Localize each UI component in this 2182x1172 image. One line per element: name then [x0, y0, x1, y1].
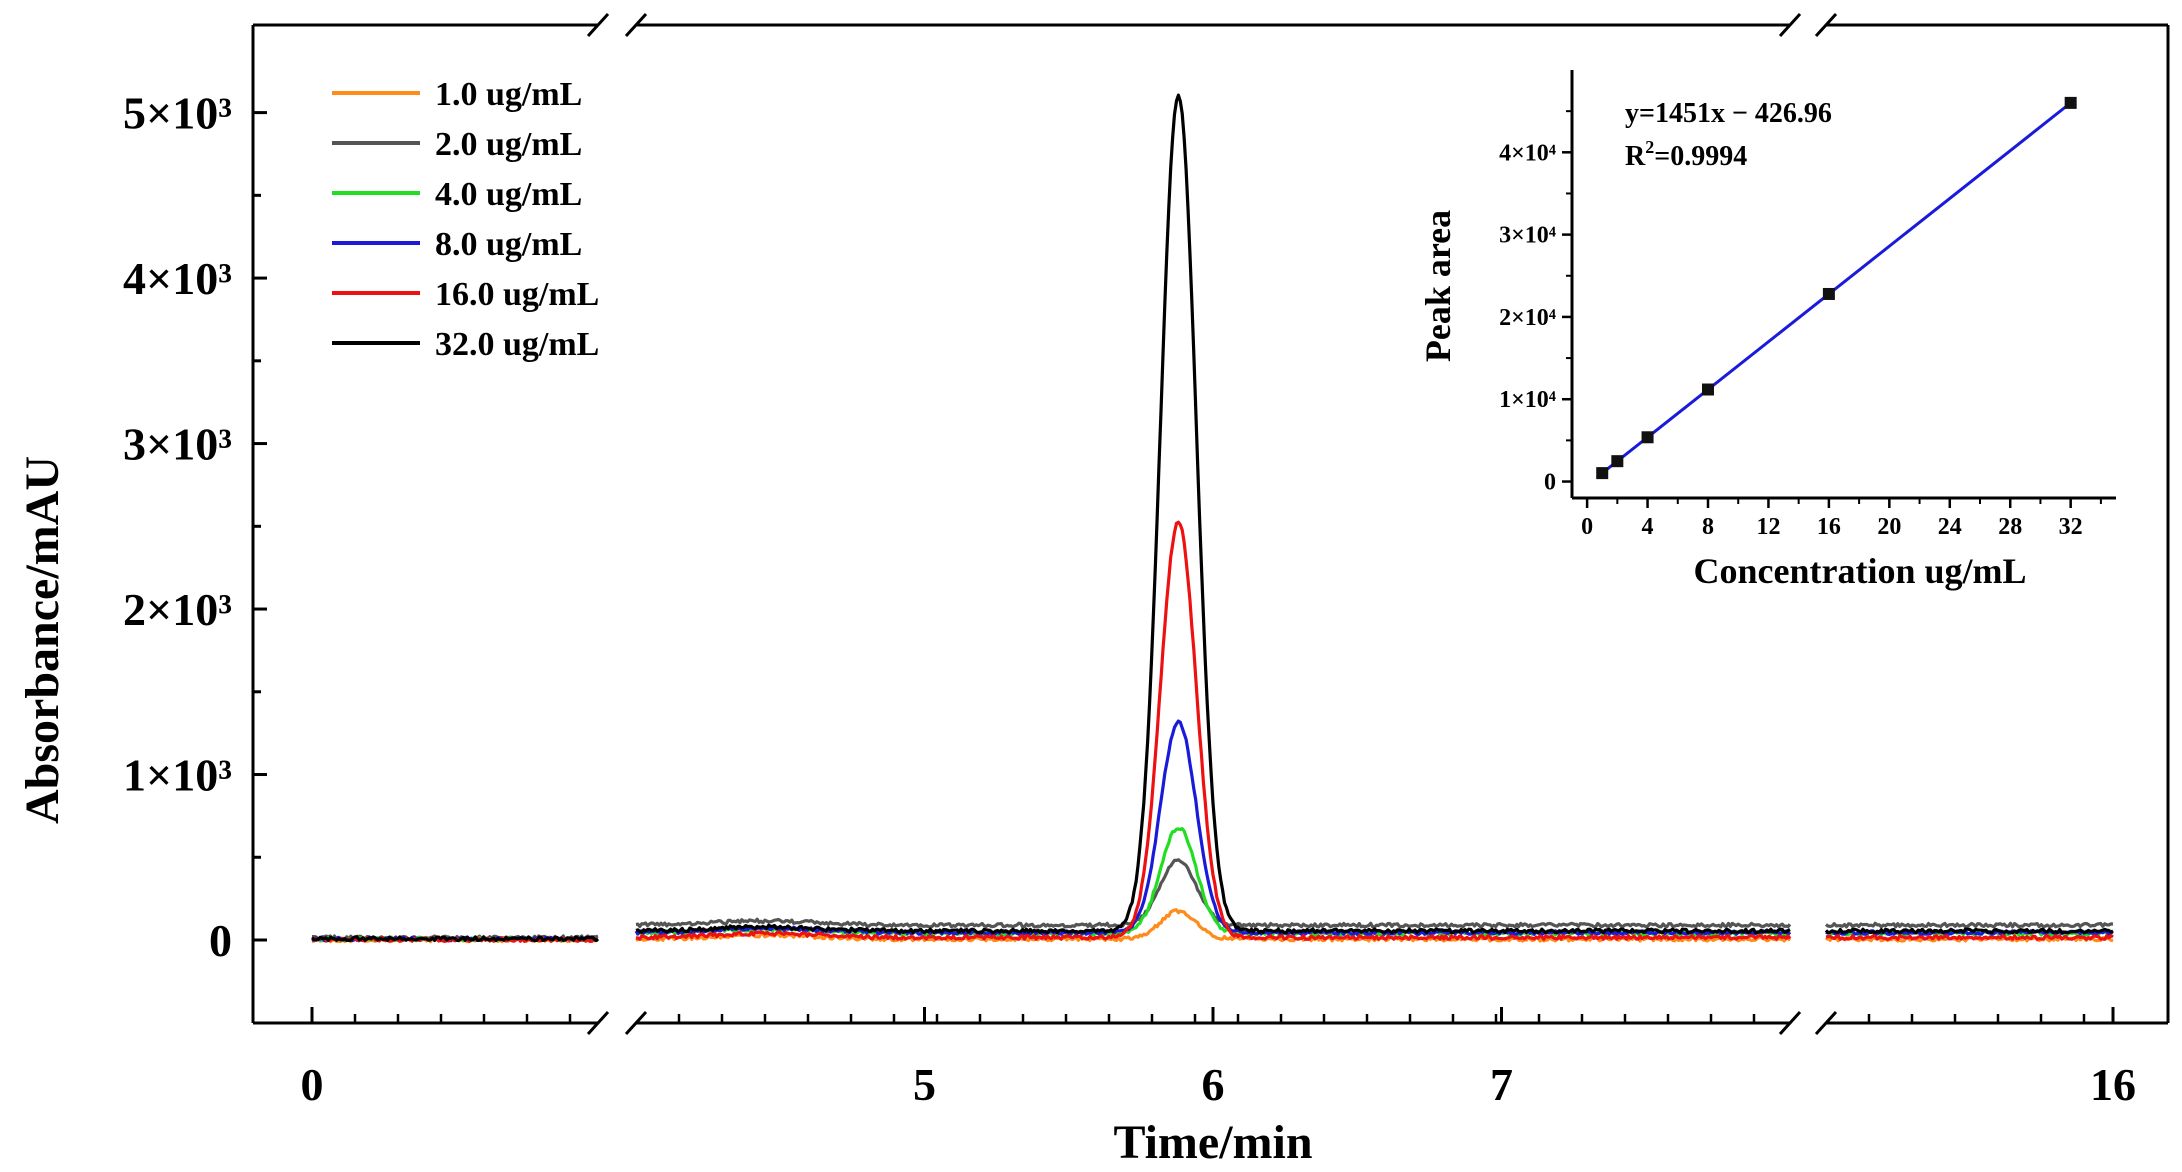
y-axis: 0 1×10³ 2×10³ 3×10³ 4×10³ 5×10³ [123, 88, 267, 966]
inset-x-tick-label: 8 [1702, 514, 1714, 540]
axis-break-mark [1814, 12, 1838, 38]
series-line [635, 93, 1791, 935]
series-line [311, 935, 599, 942]
y-tick-label: 3×10³ [123, 419, 232, 470]
axis-break-mark [586, 1010, 610, 1036]
fit-line [1601, 101, 2072, 475]
axis-break-mark [1814, 1010, 1838, 1036]
legend-label: 2.0 ug/mL [435, 126, 582, 163]
x-tick-label: 6 [1202, 1059, 1225, 1110]
y-tick-label: 2×10³ [123, 584, 232, 635]
inset-data-point [1822, 287, 1835, 300]
inset-data-point [1702, 383, 1714, 396]
x-tick-label: 0 [301, 1059, 324, 1110]
inset-x-tick-label: 4 [1642, 514, 1654, 540]
axis-break-mark [624, 12, 648, 38]
x-tick-label: 7 [1490, 1059, 1513, 1110]
inset-x-tick-label: 28 [1998, 514, 2022, 540]
y-tick-label: 5×10³ [123, 88, 232, 139]
y-tick-label: 0 [209, 915, 232, 966]
inset-y-tick-label: 1×10⁴ [1499, 387, 1556, 413]
legend-label: 4.0 ug/mL [435, 176, 582, 213]
x-axis-title: Time/min [1113, 1116, 1312, 1169]
y-axis-title: Absorbance/mAU [16, 456, 69, 824]
axis-break-mark [624, 1010, 648, 1036]
inset-x-tick-label: 20 [1877, 514, 1901, 540]
inset-axes: 0 4 8 12 16 20 24 28 32 0 1×10⁴ 2×10⁴ 3×10⁴ 4×10⁴ [1499, 70, 2116, 540]
x-tick-label: 5 [913, 1059, 936, 1110]
inset-y-tick-label: 4×10⁴ [1499, 140, 1556, 166]
inset-y-tick-label: 3×10⁴ [1499, 223, 1556, 249]
r-squared-label: R [1625, 141, 1646, 172]
inset-y-tick-label: 0 [1544, 470, 1556, 496]
legend-label: 32.0 ug/mL [435, 326, 599, 363]
r-squared-superscript: 2 [1645, 137, 1654, 157]
inset-x-tick-label: 12 [1756, 514, 1780, 540]
inset-x-tick-label: 16 [1817, 514, 1841, 540]
y-tick-label: 1×10³ [123, 750, 232, 801]
inset-y-axis-title: Peak area [1418, 210, 1458, 362]
calibration-inset: 0 4 8 12 16 20 24 28 32 0 1×10⁴ 2×10⁴ 3×10⁴ 4×10⁴ y=1… [1418, 70, 2116, 591]
series-line [1824, 927, 2114, 935]
series-line [634, 719, 1792, 936]
series-line [1825, 921, 2114, 929]
axis-break-mark [586, 12, 610, 38]
inset-x-axis-title: Concentration ug/mL [1694, 551, 2027, 591]
axis-break-mark [1778, 1010, 1802, 1036]
legend-label: 1.0 ug/mL [435, 76, 582, 113]
axis-break-mark [1778, 12, 1802, 38]
legend-label: 16.0 ug/mL [435, 276, 599, 313]
inset-data-point [1641, 431, 1654, 444]
inset-data-point [1611, 455, 1624, 468]
y-tick-label: 4×10³ [123, 253, 232, 304]
r-squared: R2=0.9994 [1625, 137, 1747, 172]
series-line [635, 520, 1792, 941]
series-line [1825, 934, 2114, 941]
inset-x-tick-label: 0 [1581, 514, 1593, 540]
inset-y-tick-label: 2×10⁴ [1499, 305, 1556, 331]
legend-label: 8.0 ug/mL [435, 226, 582, 263]
r-squared-value: =0.9994 [1654, 141, 1747, 172]
inset-x-tick-label: 24 [1938, 514, 1962, 540]
chromatogram-chart: 0 1×10³ 2×10³ 3×10³ 4×10³ 5×10³ 0 5 6 7 16 Time/m… [16, 12, 2170, 1169]
x-tick-label: 16 [2090, 1059, 2136, 1110]
legend: 1.0 ug/mL 2.0 ug/mL 4.0 ug/mL 8.0 ug/mL 16.0… [332, 76, 599, 363]
x-axis: 0 5 6 7 16 [301, 1007, 2136, 1110]
regression-equation: y=1451x − 426.96 [1625, 98, 1832, 129]
inset-x-tick-label: 32 [2059, 514, 2083, 540]
inset-data-point [1596, 467, 1609, 480]
inset-data-point [2064, 96, 2077, 109]
chromatogram-lines [311, 93, 2114, 944]
inset-points [1596, 96, 2077, 480]
